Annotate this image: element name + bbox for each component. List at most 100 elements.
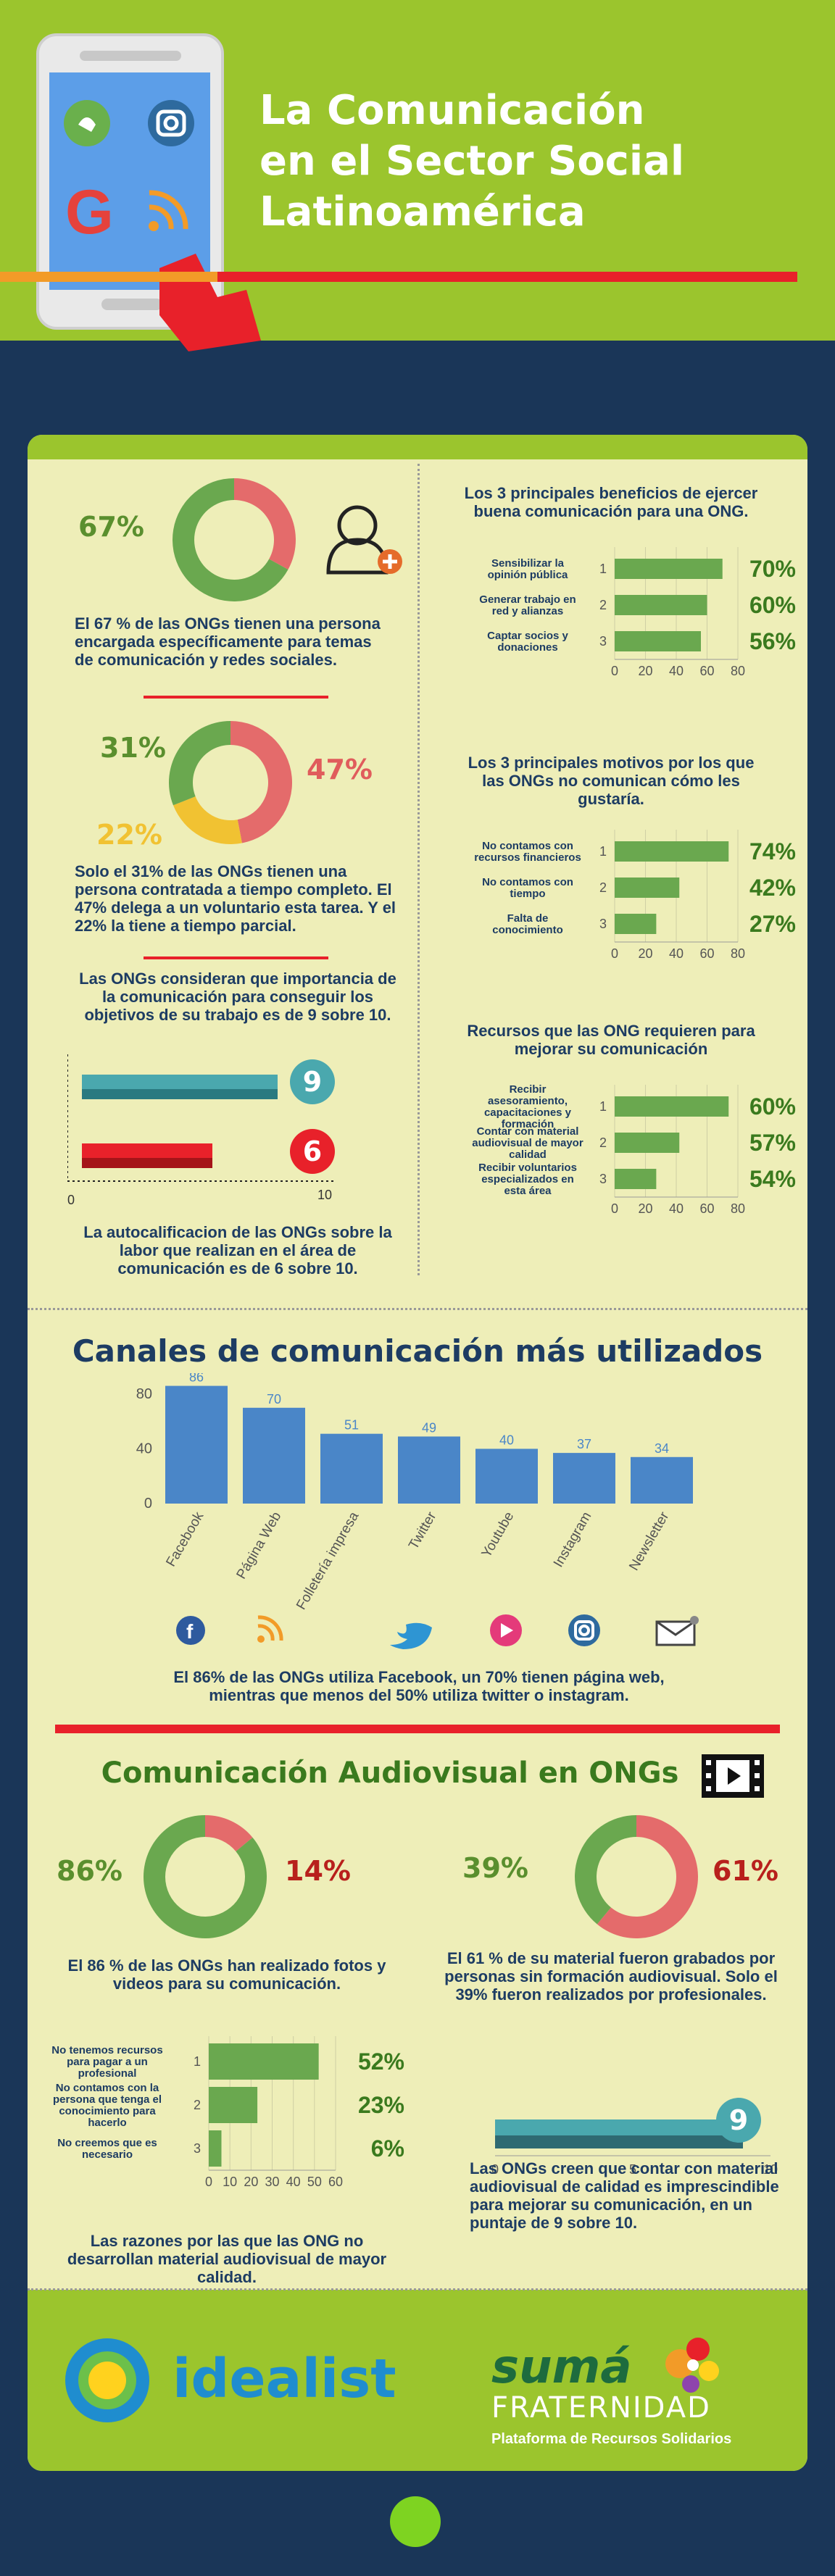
photo-no-pct: 14% bbox=[285, 1855, 351, 1887]
tick-label: 0 bbox=[611, 1201, 618, 1216]
photo-text: El 86 % de las ONGs han realizado fotos … bbox=[67, 1956, 386, 1993]
suma-logo-subtitle: FRATERNIDAD bbox=[491, 2391, 711, 2425]
pro-donut bbox=[575, 1815, 698, 1938]
bar bbox=[615, 595, 707, 615]
logo-divider bbox=[28, 2288, 807, 2291]
why-text: Las razones por las que las ONG no desar… bbox=[67, 2232, 387, 2286]
pct-label: 60% bbox=[749, 592, 796, 618]
tick-label: 0 bbox=[144, 1496, 152, 1512]
channels-heading: Canales de comunicación más utilizados bbox=[72, 1333, 763, 1369]
category-label: 3 bbox=[599, 917, 607, 931]
pie-slice bbox=[169, 721, 230, 806]
logo-strip bbox=[28, 2290, 807, 2471]
tick-label: 20 bbox=[638, 1201, 652, 1216]
benefits-title: Los 3 principales beneficios de ejercer … bbox=[464, 484, 758, 520]
row-label: No contamos con la persona que tenga el co… bbox=[53, 2082, 162, 2129]
tick-label: 60 bbox=[699, 1201, 714, 1216]
pie-slice bbox=[230, 721, 292, 843]
category-label: 1 bbox=[599, 844, 607, 859]
reasons-chart: 0 20 40 60 80 1 No contamos con recursos financ… bbox=[474, 830, 796, 961]
row-label: Captar socios y donaciones bbox=[487, 630, 568, 654]
pro-pct-label: 39% bbox=[462, 1852, 528, 1884]
bar bbox=[209, 2087, 258, 2123]
pie-slice bbox=[173, 478, 288, 601]
tick-label: 40 bbox=[669, 1201, 684, 1216]
bar bbox=[243, 1407, 305, 1504]
score-bar-shadow bbox=[82, 1089, 278, 1099]
score-bar bbox=[82, 1075, 278, 1089]
staff-donut bbox=[173, 478, 296, 601]
pct-label: 42% bbox=[749, 875, 796, 901]
row-label: Sensibilizar la opinión pública bbox=[488, 557, 568, 581]
category-label: Twitter bbox=[406, 1509, 439, 1552]
instagram-icon bbox=[148, 100, 194, 146]
data-label: 37 bbox=[577, 1437, 591, 1451]
channels-text: El 86% de las ONGs utiliza Facebook, un … bbox=[173, 1668, 665, 1704]
pct-label: 23% bbox=[358, 2092, 404, 2118]
mail-icon bbox=[655, 1616, 699, 1646]
fulltime-pct-label: 31% bbox=[100, 732, 166, 764]
category-label: 2 bbox=[599, 598, 607, 612]
rss-icon bbox=[257, 1615, 283, 1643]
data-label: 40 bbox=[499, 1433, 514, 1447]
pro-text: El 61 % de su material fueron grabados p… bbox=[444, 1949, 778, 2004]
self-score-text: La autocalificacion de las ONGs sobre la… bbox=[83, 1223, 392, 1277]
data-label: 70 bbox=[267, 1392, 281, 1406]
row-label: No tenemos recursos para pagar a un profes… bbox=[51, 2044, 162, 2080]
bar bbox=[615, 914, 657, 934]
row-label: No contamos con recursos financieros bbox=[474, 840, 581, 864]
quality-text: Las ONGs creen que contar con material a… bbox=[470, 2159, 779, 2232]
tick-label: 5 bbox=[629, 2162, 636, 2177]
channels-chart: 0 40 80 86 Facebook 70 Página Web 51 Folletería … bbox=[136, 1373, 693, 1612]
resources-chart: 0 20 40 60 80 1 Recibir asesoramiento, capacitac… bbox=[472, 1083, 796, 1216]
score-bar bbox=[82, 1143, 212, 1158]
score-axis-min: 0 bbox=[67, 1193, 75, 1207]
pct-label: 6% bbox=[371, 2135, 404, 2162]
pct-label: 70% bbox=[749, 556, 796, 582]
bar bbox=[553, 1453, 615, 1504]
photo-yes-pct: 86% bbox=[57, 1855, 122, 1887]
content-card: 67% El 67 % de las ONGs tienen una perso… bbox=[28, 435, 807, 2471]
row-label: Generar trabajo en red y alianzas bbox=[479, 593, 576, 617]
section-divider bbox=[28, 1308, 807, 1310]
rss-icon bbox=[149, 190, 188, 231]
volunteer-pct-label: 47% bbox=[307, 754, 373, 785]
quality-bar-shadow bbox=[495, 2135, 743, 2148]
category-label: 2 bbox=[599, 1135, 607, 1150]
score-bar-shadow bbox=[82, 1158, 212, 1168]
facebook-icon: f bbox=[176, 1616, 205, 1645]
category-label: Youtube bbox=[479, 1509, 518, 1560]
category-label: 3 bbox=[194, 2141, 201, 2156]
category-label: 2 bbox=[194, 2098, 201, 2112]
category-label: 2 bbox=[599, 880, 607, 895]
tick-label: 0 bbox=[205, 2175, 212, 2189]
reasons-title: Los 3 principales motivos por los que la… bbox=[468, 754, 755, 808]
data-label: 49 bbox=[422, 1420, 436, 1435]
resources-title: Recursos que las ONG requieren para mejo… bbox=[467, 1022, 755, 1058]
tick-label: 20 bbox=[638, 664, 652, 678]
bar bbox=[398, 1436, 460, 1504]
category-label: 1 bbox=[599, 562, 607, 576]
data-label: 34 bbox=[655, 1441, 669, 1456]
phone-illustration: G bbox=[36, 33, 261, 351]
card-top-strip bbox=[28, 435, 807, 459]
hiring-donut bbox=[169, 721, 292, 844]
nonpro-pct-label: 61% bbox=[713, 1855, 778, 1887]
tick-label: 80 bbox=[731, 1201, 745, 1216]
row-label: Contar con material audiovisual de mayor c… bbox=[472, 1125, 583, 1161]
twitter-icon bbox=[390, 1622, 432, 1649]
youtube-icon bbox=[490, 1614, 522, 1646]
data-label: 86 bbox=[189, 1373, 204, 1385]
category-label: Instagram bbox=[551, 1509, 594, 1570]
pie-slice bbox=[205, 1815, 253, 1851]
pie-slice bbox=[173, 796, 242, 844]
pct-label: 52% bbox=[358, 2048, 404, 2075]
staff-text: El 67 % de las ONGs tienen una persona e… bbox=[75, 614, 381, 669]
tick-label: 60 bbox=[328, 2175, 343, 2189]
bar bbox=[209, 2130, 222, 2167]
benefits-chart: 0 20 40 60 80 1 Sensibilizar la opinión pública… bbox=[479, 547, 796, 678]
film-icon bbox=[702, 1754, 764, 1798]
pie-slice bbox=[575, 1815, 636, 1925]
row-label: Recibir asesoramiento, capacitaciones y for… bbox=[484, 1083, 572, 1130]
pct-label: 27% bbox=[749, 911, 796, 937]
